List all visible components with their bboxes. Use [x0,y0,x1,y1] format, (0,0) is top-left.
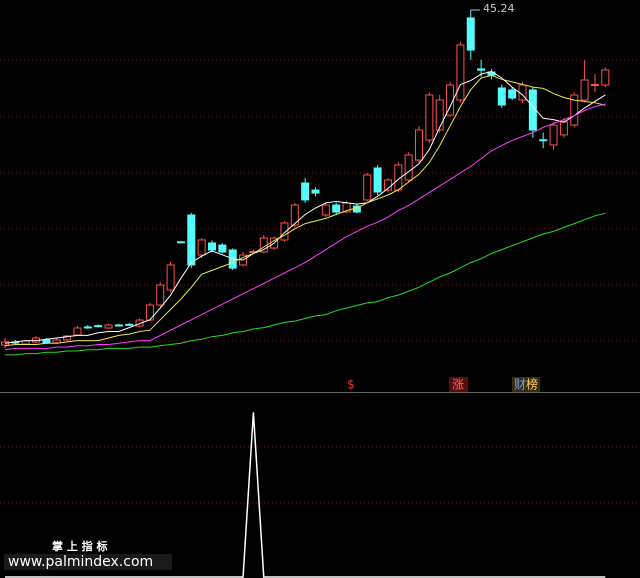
candles [1,9,610,349]
candle-body [104,324,113,329]
candle-body [311,189,320,194]
candle-body [156,284,165,306]
candle-body [135,319,144,327]
watermark-title: 掌 上 指 标 [52,539,108,553]
candle-body [404,154,413,181]
candle-body [1,341,9,346]
max-label: 45.24 [483,2,515,15]
candle-body [539,139,548,142]
candle-body [280,222,289,241]
marker-bg [449,377,468,392]
candle-body [590,84,599,86]
candle-body [176,241,185,244]
candle-body [208,242,216,251]
candle-body [373,167,382,193]
candle-body [580,79,589,101]
candle-body [145,304,154,321]
candle-body [415,129,423,161]
watermark-bg [4,554,172,570]
ma-line [4,70,606,344]
candle-body [321,204,330,216]
candle-body [435,99,444,131]
marker: 财 [514,378,526,392]
candle-body [42,339,51,344]
candle-body [508,89,517,99]
candle-body [166,264,175,291]
candle-body [197,239,206,256]
ma-line [5,212,606,356]
candle-body [456,44,465,101]
candle-body [187,214,196,266]
candle-body [301,182,310,201]
candle-body [466,17,475,51]
candle-body [332,204,341,213]
candle-body [425,94,434,141]
candle-body [83,326,92,329]
candle-body [570,94,579,126]
candle-body [218,244,227,253]
candle-body [94,325,103,328]
marker: 涨 [452,377,464,392]
candle-body [477,68,486,71]
candle-body [63,335,72,341]
marker: $ [347,378,355,392]
marker-bg [512,377,540,392]
candle-body [114,324,123,327]
candle-body [73,327,82,336]
ma-line [4,74,606,347]
marker: 榜 [526,377,538,392]
candle-body [497,87,506,106]
candle-body [125,323,134,326]
candle-body [290,204,299,226]
indicator-line [5,412,606,578]
candle-body [549,124,558,146]
ma-line [4,103,606,351]
grid [0,59,640,504]
candle-body [601,69,610,86]
watermark-url: www.palmindex.com [8,554,153,570]
candle-body [21,340,30,345]
candle-body [559,121,568,136]
candle-body [363,174,372,201]
